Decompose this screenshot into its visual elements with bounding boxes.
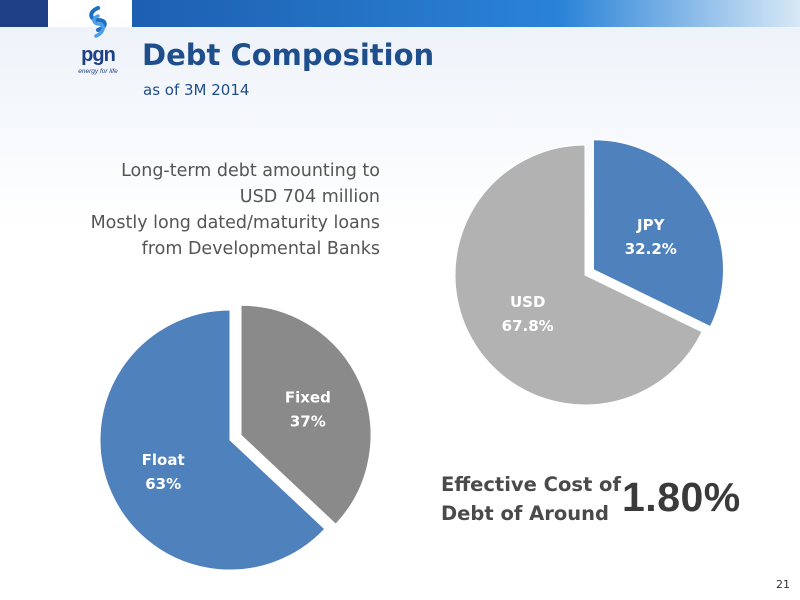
debt-description: Long-term debt amounting to USD 704 mill… [60,158,380,262]
header-band [0,0,800,27]
slice-value-fixed: 37% [290,412,326,430]
pie-slice-jpy [592,139,724,328]
page-number: 21 [776,578,790,591]
rate-type-pie-chart: Fixed 37% Float 63% [90,300,390,580]
description-line: from Developmental Banks [141,239,380,259]
pie-slice-fixed [240,304,372,525]
currency-pie-svg: JPY 32.2% USD 67.8% [454,139,724,406]
slice-label-float: Float [142,451,185,469]
page-subtitle: as of 3M 2014 [143,81,250,99]
slice-label-fixed: Fixed [285,388,331,406]
slice-value-float: 63% [145,475,181,493]
description-line: Mostly long dated/maturity loans [90,213,380,233]
slice-label-usd: USD [510,293,545,311]
page-title: Debt Composition [142,38,435,72]
pie-slice-float [99,309,326,571]
pgn-logo [72,6,124,78]
slice-value-jpy: 32.2% [625,240,677,258]
currency-pie-chart: JPY 32.2% USD 67.8% [440,130,740,420]
slice-label-jpy: JPY [636,216,666,234]
flame-icon [89,6,107,38]
effective-cost-value: 1.80% [622,474,741,520]
rate-type-pie-svg: Fixed 37% Float 63% [99,304,372,571]
slice-value-usd: 67.8% [502,317,554,335]
effective-cost-line1: Effective Cost of [441,473,621,496]
description-line: Long-term debt amounting to [121,161,380,181]
pie-slice-usd [454,144,703,406]
logo-wordmark: pgn [81,44,116,66]
description-line: USD 704 million [239,187,380,207]
logo-tagline: energy for life [78,68,118,75]
effective-cost-label: Effective Cost of Debt of Around [441,470,621,528]
effective-cost-line2: Debt of Around [441,502,609,525]
